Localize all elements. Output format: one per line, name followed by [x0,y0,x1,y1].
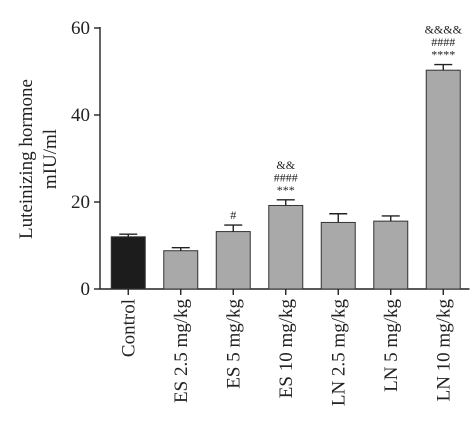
significance-annotation: **** [431,48,455,62]
bar [425,69,461,290]
bar [268,204,304,290]
significance-annotation: # [230,208,236,222]
bar [163,250,199,290]
significance-annotation: #### [431,35,455,49]
y-tick-label: 0 [81,279,91,300]
y-axis-label: Luteinizing hormone mIU/ml [16,79,61,239]
bars [110,63,461,290]
x-tick-label: ES 10 mg/kg [276,299,297,399]
bar [320,221,356,290]
x-tick-label: LN 5 mg/kg [381,299,402,392]
x-tick-label: ES 5 mg/kg [223,299,244,389]
x-tick-label: LN 10 mg/kg [433,299,454,402]
x-tick-label: LN 2.5 mg/kg [328,299,349,407]
y-tick-label: 60 [71,18,90,39]
significance-annotation: &&&& [425,23,463,37]
bar [215,231,251,290]
x-tick-label: ES 2.5 mg/kg [171,299,192,403]
axes: 0 20 40 60 [71,18,470,300]
y-axis-label-line-1: Luteinizing hormone [16,79,37,239]
x-tick-labels: Control ES 2.5 mg/kg ES 5 mg/kg ES 10 mg/kg… [118,289,454,406]
bar [110,236,146,290]
bar [373,220,409,290]
x-tick-label: Control [118,299,139,357]
annotations: #&&####***&&&&####**** [230,23,462,223]
significance-annotation: #### [274,170,298,184]
significance-annotation: *** [277,183,295,197]
y-tick-label: 40 [71,105,90,126]
y-tick-label: 20 [71,192,90,213]
y-axis-label-line-2: mIU/ml [40,129,61,189]
significance-annotation: && [276,158,295,172]
